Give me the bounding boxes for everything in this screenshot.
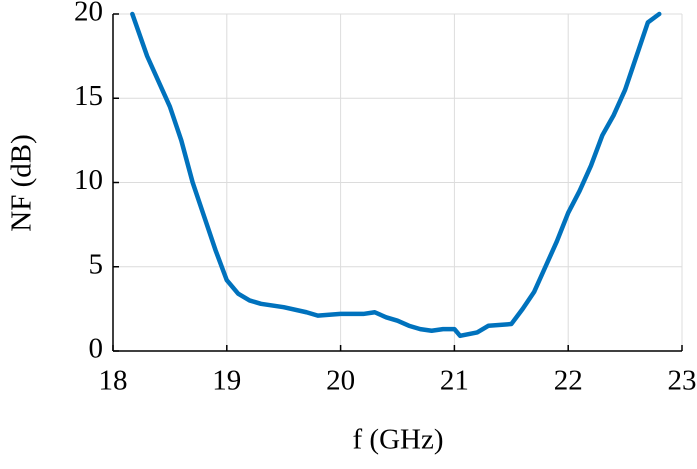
x-tick-label: 18: [99, 365, 128, 397]
y-tick-label: 0: [89, 333, 104, 365]
x-tick-label: 19: [212, 365, 241, 397]
y-axis-label: NF (dB): [6, 134, 38, 231]
x-axis-label: f (GHz): [353, 424, 444, 456]
y-tick-label: 5: [89, 248, 104, 280]
y-tick-label: 10: [74, 164, 103, 196]
x-tick-label: 22: [554, 365, 583, 397]
x-tick-label: 23: [668, 365, 697, 397]
x-tick-label: 20: [326, 365, 355, 397]
data-line: [130, 11, 662, 339]
y-tick-label: 20: [74, 0, 103, 28]
x-tick-label: 21: [440, 365, 469, 397]
y-tick-label: 15: [74, 80, 103, 112]
